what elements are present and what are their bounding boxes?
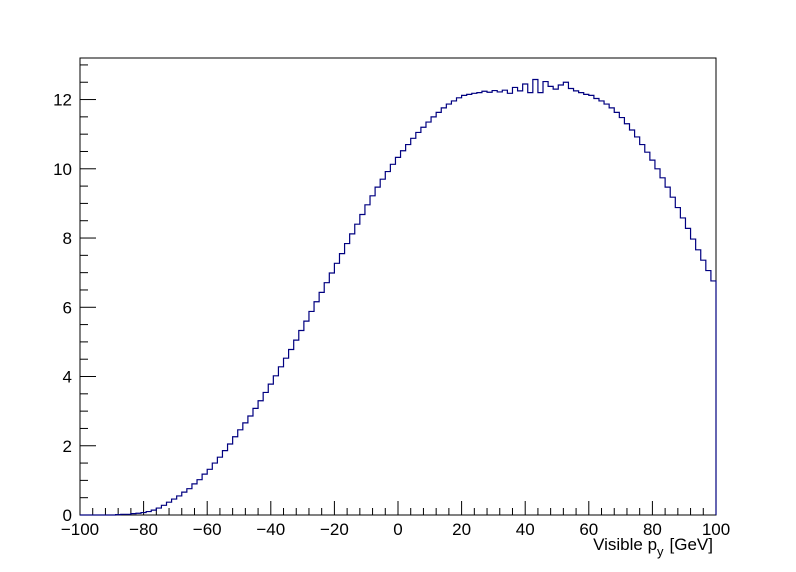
y-tick-label: 12 — [53, 91, 72, 110]
x-axis-tick-labels: −100 −80 −60 −40 −20 0 20 40 60 80 100 — [61, 520, 730, 539]
x-tick-label: 20 — [452, 520, 471, 539]
x-tick-label: −100 — [61, 520, 99, 539]
x-tick-label: −80 — [129, 520, 158, 539]
x-tick-label: 0 — [393, 520, 402, 539]
y-axis-ticks — [80, 64, 96, 516]
y-tick-label: 8 — [63, 229, 72, 248]
x-tick-label: −20 — [320, 520, 349, 539]
y-tick-label: 0 — [63, 506, 72, 525]
y-tick-label: 10 — [53, 160, 72, 179]
x-axis-title: Visible py [GeV] — [593, 535, 713, 559]
x-tick-label: −60 — [193, 520, 222, 539]
x-tick-label: 100 — [702, 520, 730, 539]
y-tick-label: 6 — [63, 298, 72, 317]
x-axis-ticks — [79, 501, 717, 515]
y-axis-tick-labels: 0 2 4 6 8 10 12 — [53, 91, 72, 525]
y-tick-label: 2 — [63, 437, 72, 456]
x-axis-title-unit: [GeV] — [670, 535, 713, 554]
x-axis-title-subscript: y — [657, 544, 664, 559]
plot-frame — [79, 57, 717, 516]
x-axis-title-main: Visible p — [593, 535, 657, 554]
x-tick-label: −40 — [256, 520, 285, 539]
x-tick-label: 60 — [579, 520, 598, 539]
y-tick-label: 4 — [63, 368, 72, 387]
x-tick-label: 40 — [516, 520, 535, 539]
x-tick-label: 80 — [643, 520, 662, 539]
histogram-series-line — [80, 78, 717, 516]
